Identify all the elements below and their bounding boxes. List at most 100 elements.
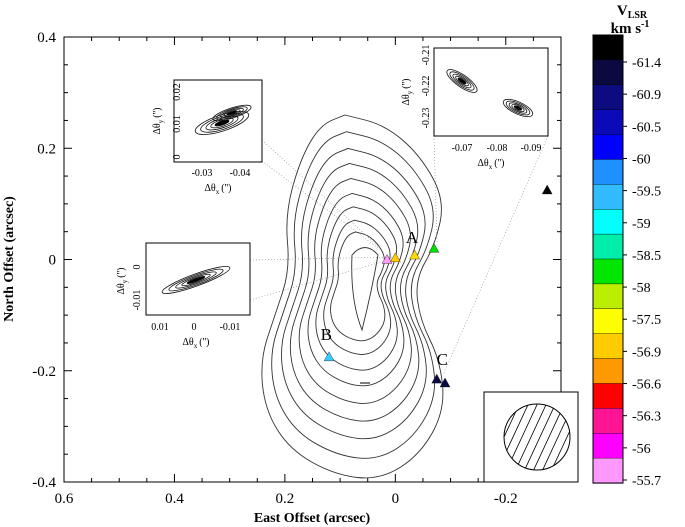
- mini-contour: [212, 104, 252, 122]
- inset-a-ytick-1: 0: [172, 155, 183, 160]
- mini-contour: [200, 113, 244, 133]
- mini-contour: [513, 105, 523, 111]
- inset-b-ytick-3: -0.21: [421, 45, 432, 66]
- inset-c-ytick-1: -0.01: [132, 290, 143, 311]
- inset-c-xtick-2: 0: [192, 322, 197, 333]
- inset-a-xlabel: Δθx (''): [205, 183, 232, 196]
- mini-contour: [181, 273, 211, 287]
- inset-b-ylabel-sub: y: [406, 90, 414, 94]
- inset-b-ylabel-unit: (''): [401, 79, 412, 89]
- inset-a-ylabel-main: Δθ: [152, 123, 163, 134]
- leader-line: [249, 257, 396, 301]
- mini-contour: [161, 266, 231, 294]
- inset-a-xlabel-sub: x: [216, 188, 220, 196]
- colorbar-swatch: [592, 333, 624, 360]
- inset-c-xlabel: Δθx (''): [183, 337, 210, 350]
- colorbar-label: -56: [632, 442, 651, 457]
- colorbar-swatch: [592, 34, 624, 61]
- inset-c-ylabel: Δθy(''): [116, 268, 129, 295]
- x-tick-label: 0.2: [276, 491, 295, 507]
- colorbar-label: -56.6: [632, 378, 661, 393]
- inset-b-ylabel-main: Δθ: [401, 94, 412, 105]
- spot-labels: A B C: [321, 228, 448, 369]
- colorbar-label: -60.5: [632, 120, 661, 135]
- inset-b-xlabel-sub: x: [489, 163, 493, 171]
- colorbar-label: -55.7: [632, 474, 661, 489]
- hatch-line: [504, 404, 534, 470]
- inset-c-xtick-3: -0.01: [220, 322, 241, 333]
- colorbar-swatch: [592, 134, 624, 161]
- mini-contour: [194, 111, 250, 135]
- y-axis-label: North Offset (arcsec): [2, 196, 17, 322]
- maser-spot: [409, 249, 421, 260]
- colorbar-label: -57.5: [632, 313, 661, 328]
- colorbar-swatch: [592, 457, 624, 484]
- inset-c-xlabel-sub: x: [194, 342, 198, 350]
- inset-c-ylabel-unit: (''): [116, 268, 127, 278]
- maser-spots: [323, 184, 553, 388]
- mini-contour: [205, 115, 239, 131]
- colorbar-swatch: [592, 408, 624, 434]
- colorbar-label: -60.9: [632, 88, 661, 103]
- x-tick-labels: 0.6 0.4 0.2 0 -0.2: [55, 491, 518, 507]
- inset-a-xtick-2: -0.04: [230, 168, 251, 179]
- inset-b: -0.07 -0.08 -0.09 -0.23 -0.22 -0.21 Δθx(…: [401, 45, 549, 171]
- inset-b-xlabel-main: Δθ: [478, 158, 489, 169]
- y-tick-label: -0.4: [32, 475, 56, 491]
- contour-line: [289, 162, 420, 422]
- colorbar-label: -60: [632, 152, 651, 167]
- colorbar-label: -58: [632, 281, 651, 296]
- colorbar-swatch: [592, 233, 624, 260]
- leader-line: [249, 256, 396, 261]
- mini-contour: [511, 103, 525, 113]
- inset-c: 0.01 0 -0.01 -0.01 0 Δθx ('') Δθy(''): [116, 242, 251, 350]
- colorbar-swatch: [592, 283, 624, 310]
- mini-contour: [210, 117, 234, 129]
- beam-ellipse: [503, 403, 571, 471]
- inset-c-ylabel-sub: y: [121, 279, 129, 283]
- inset-b-frame: [433, 47, 549, 137]
- mini-contour: [226, 110, 238, 116]
- colorbar-swatch: [592, 358, 624, 385]
- inset-c-contours: [161, 266, 231, 294]
- inset-a-contours: [194, 104, 252, 135]
- colorbar-label: -59.5: [632, 185, 661, 200]
- contour-line: [307, 193, 405, 387]
- contour-line: [351, 247, 379, 332]
- mini-contour: [455, 75, 469, 87]
- inset-b-xlabel-unit: (''): [494, 158, 504, 169]
- inset-a-ytick-2: 0.01: [172, 115, 183, 133]
- leader-line: [433, 135, 438, 245]
- spot-label: A: [406, 228, 419, 247]
- inset-a-ylabel-unit: (''): [152, 108, 163, 118]
- colorbar-title: VLSR: [617, 3, 648, 21]
- mini-contour: [508, 102, 528, 114]
- contour-line: [315, 206, 398, 371]
- colorbar-swatch: [592, 308, 624, 335]
- mini-contour: [220, 107, 244, 119]
- leader-line: [261, 139, 383, 251]
- colorbar-label: -58.5: [632, 249, 661, 264]
- colorbar-frame: [592, 34, 624, 484]
- colorbar-unit-exp: -1: [641, 19, 649, 30]
- colorbar-swatch: [592, 258, 624, 285]
- beam-box: [483, 391, 579, 483]
- x-tick-label: -0.2: [494, 491, 518, 507]
- colorbar-label: -61.4: [632, 56, 661, 71]
- hatch-line: [537, 404, 570, 470]
- contour-line: [281, 147, 427, 440]
- colorbar-swatch: [592, 184, 624, 210]
- colorbar-swatch: [592, 209, 624, 235]
- x-tick-label: 0: [392, 491, 400, 507]
- colorbar-title-main: V: [617, 3, 628, 19]
- mini-contour: [446, 69, 478, 93]
- mini-contour: [175, 271, 217, 289]
- x-axis-label: East Offset (arcsec): [254, 511, 371, 526]
- contour-line: [261, 114, 444, 479]
- spot-label: B: [321, 325, 332, 344]
- colorbar-label: -56.3: [632, 410, 661, 425]
- leader-line: [442, 135, 549, 376]
- inset-a-ylabel: Δθy(''): [152, 108, 165, 135]
- inset-c-xlabel-unit: (''): [199, 337, 209, 348]
- y-tick-label: 0: [49, 253, 57, 269]
